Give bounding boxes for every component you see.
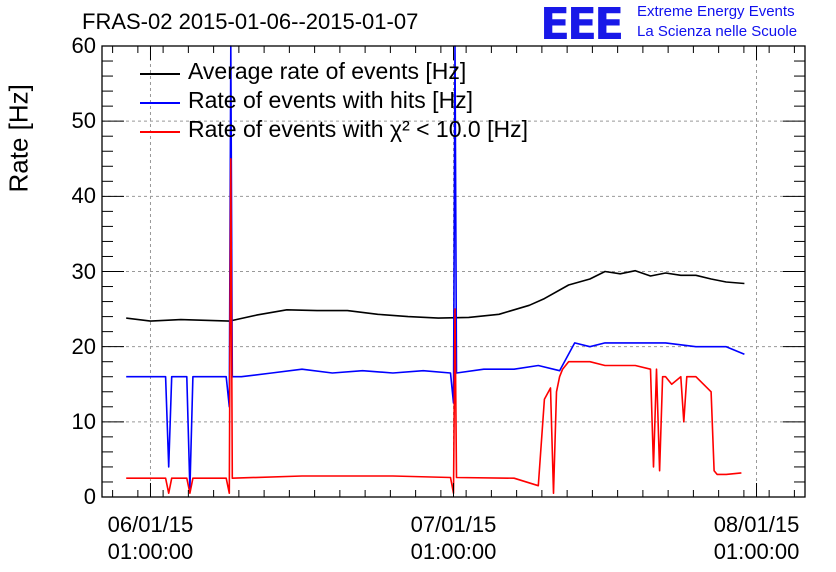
legend-swatch-hits [140,102,180,104]
x-tick-time: 01:00:00 [410,539,497,564]
legend-label-average: Average rate of events [Hz] [188,58,467,84]
y-tick-label: 40 [71,183,96,209]
x-tick-time: 01:00:00 [107,539,194,564]
logo-letters: EEE [540,1,621,43]
y-tick-label: 50 [71,108,96,134]
legend-label-hits: Rate of events with hits [Hz] [188,87,474,113]
x-tick-label: 06/01/15 01:00:00 [90,511,210,565]
x-tick-date: 08/01/15 [713,512,800,537]
y-tick-label: 10 [71,408,96,434]
series-average-rate [126,269,745,322]
chart-title: FRAS-02 2015-01-06--2015-01-07 [82,9,419,34]
x-tick-time: 01:00:00 [713,539,800,564]
y-tick-label: 20 [71,333,96,359]
legend-swatch-average [140,73,180,75]
x-tick-date: 07/01/15 [410,512,497,537]
axes [101,45,806,498]
y-tick-label: 0 [83,484,96,509]
legend-label-chi2: Rate of events with χ² < 10.0 [Hz] [188,116,528,142]
logo-tagline-1: Extreme Energy Events [637,3,795,20]
y-tick-label: 30 [71,258,96,284]
x-tick-date: 06/01/15 [107,512,194,537]
legend-swatch-chi2 [140,131,180,133]
x-tick-label: 08/01/15 01:00:00 [697,511,817,565]
x-tick-label: 07/01/15 01:00:00 [394,511,514,565]
series-chi2-rate [126,158,742,495]
y-tick-label: 60 [71,33,96,58]
series-layer [126,45,745,495]
plot-frame [101,45,806,498]
y-axis-label: Rate [Hz] [3,84,34,193]
eee-logo-icon: EEE [540,1,624,43]
logo-tagline-2: La Scienza nelle Scuole [637,23,798,40]
series-hits-rate [126,45,745,491]
